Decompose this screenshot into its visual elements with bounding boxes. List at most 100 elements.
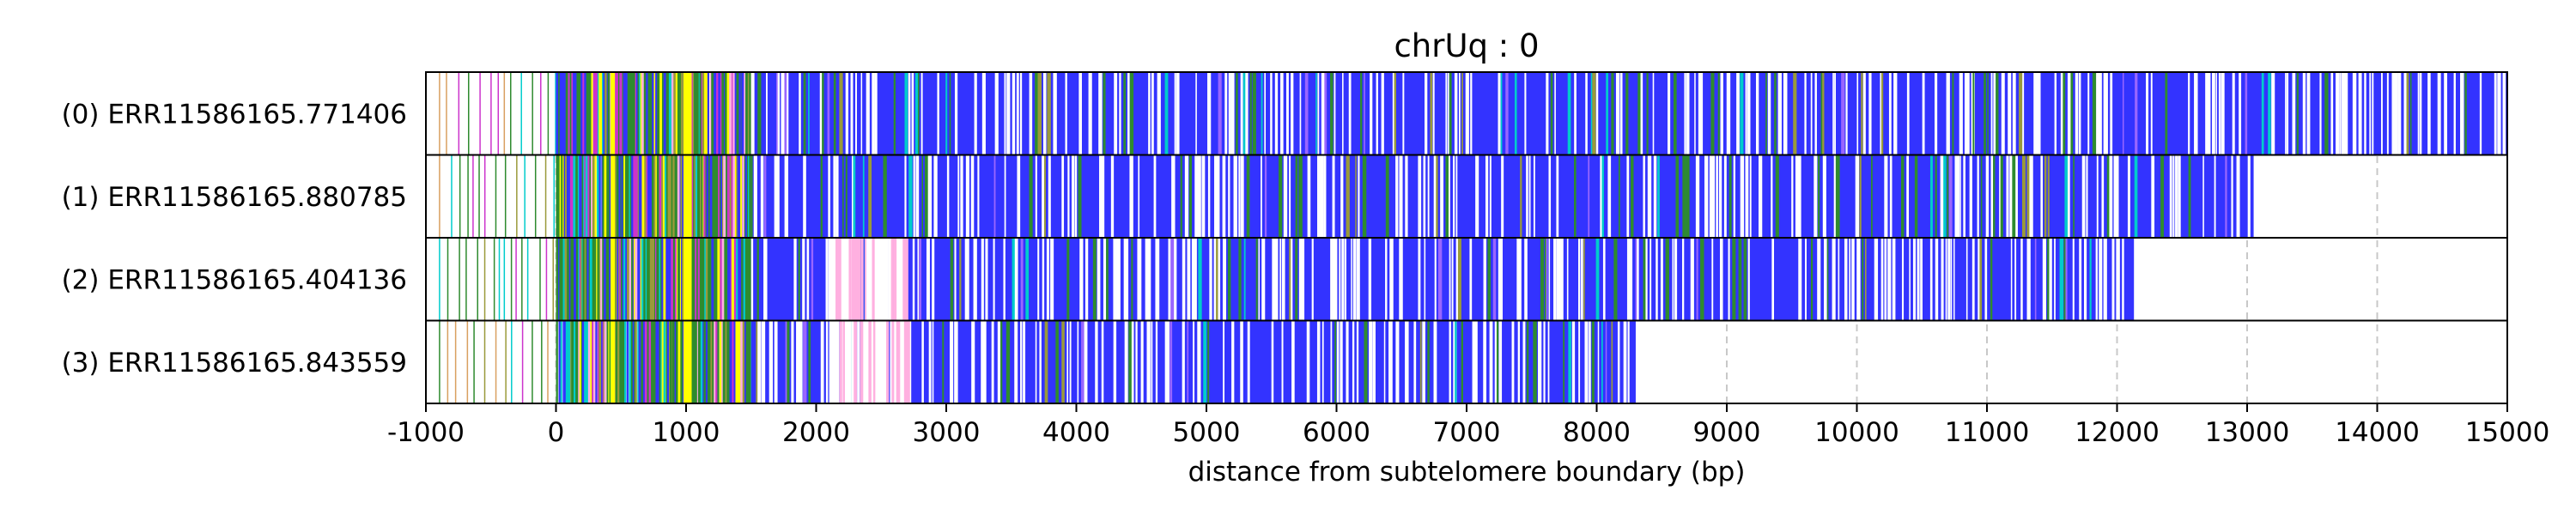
signal-gap [1317,72,1320,155]
signal-gap [2146,72,2149,155]
signal-mark [439,238,440,321]
signal-mark [2047,154,2050,238]
signal-mark [1103,72,1106,155]
signal-gap [2060,72,2063,155]
signal-gap [2054,238,2056,321]
signal-mark [611,154,616,238]
signal-gap [1341,238,1345,321]
signal-mark [862,154,865,238]
signal-gap [750,238,754,321]
x-tick-label: 4000 [1042,417,1110,448]
signal-mark [651,154,654,238]
signal-mark [663,320,666,403]
signal-gap [932,238,935,321]
signal-mark [860,238,864,321]
signal-gap [1171,154,1176,238]
signal-gap [774,320,778,403]
signal-mark [744,154,748,238]
signal-gap [1674,238,1678,321]
signal-mark [1710,72,1715,155]
signal-gap [964,238,969,321]
signal-gap [2033,72,2038,155]
signal-mark [853,154,856,238]
signal-gap [1832,72,1834,155]
signal-gap [796,320,799,403]
signal-gap [820,320,824,403]
signal-mark [738,238,740,321]
signal-mark [738,72,741,155]
signal-gap [1472,320,1475,403]
signal-mark [1492,238,1497,321]
signal-gap [860,72,863,155]
signal-mark [521,320,524,403]
signal-gap [1074,154,1078,238]
signal-mark [1427,320,1430,403]
signal-mark [1430,72,1433,155]
signal-gap [1261,238,1266,321]
x-tick-label: 10000 [1814,417,1899,448]
signal-mark [674,154,679,238]
signal-gap [973,320,975,403]
signal-gap [1274,238,1279,321]
signal-mark [757,72,762,155]
signal-mark [2188,154,2191,238]
x-tick-label: 14000 [2335,417,2420,448]
x-axis-label: distance from subtelomere boundary (bp) [1188,457,1746,488]
signal-mark [600,238,603,321]
signal-gap [1280,72,1284,155]
signal-gap [1548,238,1551,321]
signal-mark [870,238,873,321]
signal-mark [1249,72,1252,155]
signal-mark [1841,72,1845,155]
signal-mark [2044,154,2047,238]
signal-mark [1646,72,1649,155]
signal-mark [1818,154,1820,238]
signal-gap [1959,154,1961,238]
signal-gap [921,320,924,403]
signal-gap [769,320,774,403]
signal-gap [1129,154,1133,238]
signal-gap [1432,72,1435,155]
signal-gap [1619,72,1623,155]
signal-mark [900,320,905,403]
signal-mark [2061,238,2063,321]
signal-mark [2026,154,2030,238]
signal-gap [1686,72,1690,155]
signal-mark [719,320,723,403]
signal-gap [1194,238,1197,321]
signal-mark [458,72,460,155]
signal-gap [1228,154,1230,238]
signal-mark [644,320,649,403]
signal-mark [942,320,945,403]
signal-gap [1123,238,1127,321]
signal-gap [1856,72,1859,155]
signal-gap [1501,154,1504,238]
signal-gap [784,154,788,238]
signal-gap [1291,238,1293,321]
signal-gap [1559,238,1563,321]
signal-mark [454,320,457,403]
signal-mark [756,238,759,321]
signal-mark [644,154,647,238]
signal-gap [1795,154,1799,238]
signal-gap [981,72,986,155]
signal-mark [577,72,580,155]
signal-gap [1321,320,1324,403]
signal-gap [1556,154,1559,238]
signal-gap [1941,238,1944,321]
signal-mark [908,154,913,238]
signal-mark [592,238,595,321]
signal-mark [564,238,569,321]
signal-mark [722,320,726,403]
x-tick-label: 9000 [1693,417,1761,448]
signal-mark [725,320,728,403]
signal-mark [602,72,605,155]
signal-gap [828,154,830,238]
plot-area [425,71,2508,404]
signal-gap [927,154,933,238]
signal-gap [981,320,985,403]
signal-gap [1783,72,1786,155]
signal-mark [1979,238,1983,321]
signal-gap [2015,154,2018,238]
signal-mark [1657,154,1660,238]
